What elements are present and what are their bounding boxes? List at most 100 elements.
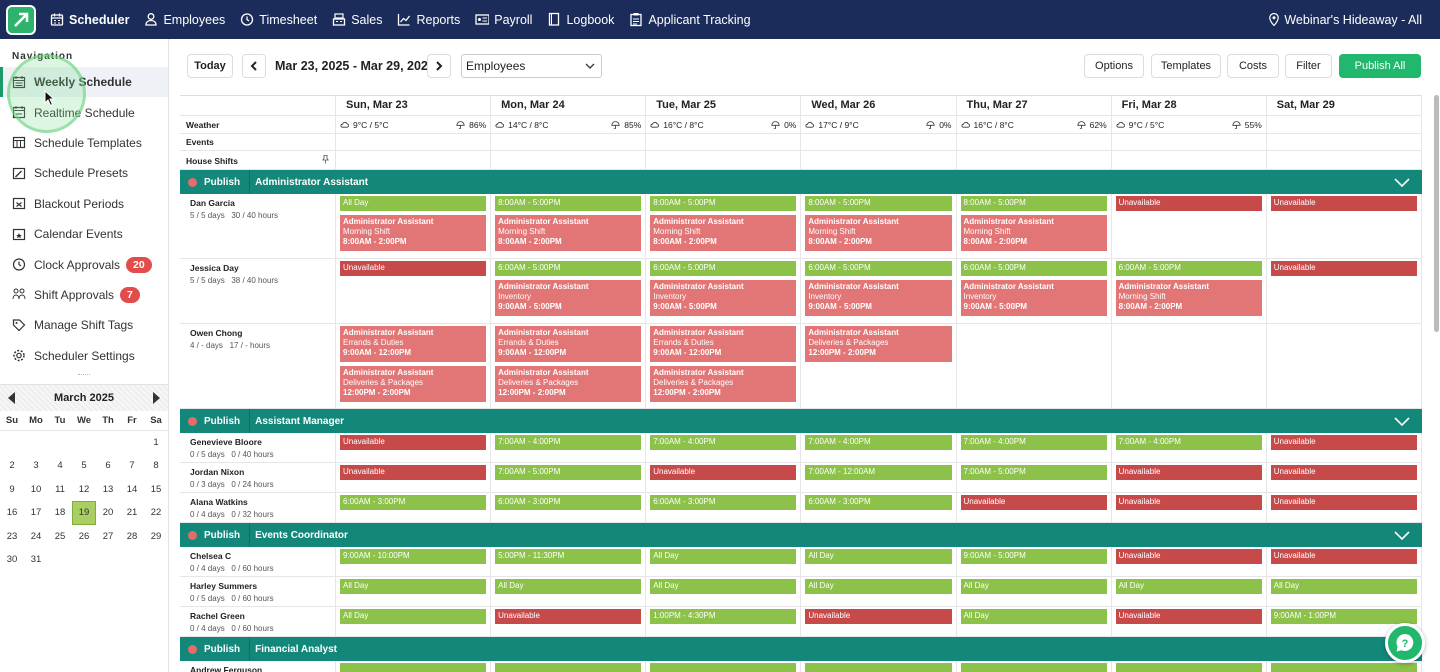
day-header[interactable]: Mon, Mar 24 [491, 96, 647, 116]
employee-cell[interactable]: Harley Summers 0 / 5 days 0 / 60 hours [180, 577, 336, 607]
shift-cell[interactable]: Unavailable [336, 433, 492, 463]
shift-cell[interactable]: Unavailable [801, 607, 957, 637]
day-header[interactable]: Tue, Mar 25 [646, 96, 802, 116]
shift-cell[interactable]: Unavailable [491, 607, 647, 637]
calendar-day[interactable]: 9 [9, 483, 15, 495]
shift-cell[interactable]: 7:00AM - 4:00PM [1111, 433, 1267, 463]
calendar-day[interactable]: 27 [102, 530, 114, 542]
shift-cell[interactable]: All Day [646, 577, 802, 607]
costs-button[interactable]: Costs [1227, 54, 1279, 78]
shift-cell[interactable]: Unavailable [1111, 493, 1267, 523]
calendar-day[interactable]: 17 [30, 507, 42, 519]
shift-cell[interactable]: Unavailable [646, 463, 802, 493]
filter-button[interactable]: Filter [1285, 54, 1332, 78]
house-shift-cell[interactable] [646, 151, 802, 170]
shift-cell[interactable]: 7:00AM - 4:00PM [491, 433, 647, 463]
nav-timesheet[interactable]: Timesheet [240, 0, 317, 39]
shift-block[interactable]: Administrator Assistant Inventory 9:00AM -… [805, 280, 952, 316]
shift-cell[interactable]: 7:00AM - 5:00PM [491, 463, 647, 493]
shift-cell[interactable]: Unavailable [1111, 194, 1267, 259]
shift-cell[interactable]: 6:00AM - 5:00PM Administrator Assistant In… [956, 259, 1112, 324]
today-button[interactable]: Today [187, 54, 233, 78]
calendar-day[interactable]: 3 [33, 460, 39, 472]
shift-cell[interactable]: 7:00AM - 4:00PM [956, 433, 1112, 463]
shift-cell[interactable]: Administrator Assistant Errands & Duties 9… [491, 324, 647, 409]
events-cell[interactable] [956, 134, 1112, 151]
nav-logbook[interactable]: Logbook [547, 0, 614, 39]
events-cell[interactable] [336, 134, 492, 151]
shift-block[interactable]: Administrator Assistant Deliveries & Pack… [495, 366, 642, 402]
calendar-day[interactable]: 30 [6, 553, 18, 565]
prev-month-button[interactable] [8, 392, 15, 404]
shift-cell[interactable]: Unavailable [1266, 259, 1422, 324]
calendar-day[interactable]: 28 [126, 530, 138, 542]
app-logo[interactable] [6, 4, 36, 35]
templates-button[interactable]: Templates [1151, 54, 1221, 78]
shift-cell[interactable]: Unavailable [1266, 547, 1422, 577]
calendar-day[interactable]: 16 [6, 507, 18, 519]
shift-cell[interactable]: All Day Administrator Assistant Morning Sh… [336, 194, 492, 259]
shift-cell[interactable]: 7:00AM - 4:00PM [801, 433, 957, 463]
pin-icon[interactable] [321, 155, 330, 166]
next-month-button[interactable] [153, 392, 160, 404]
shift-cell[interactable]: All Day [956, 577, 1112, 607]
day-header[interactable]: Thu, Mar 27 [956, 96, 1112, 116]
shift-block[interactable]: Administrator Assistant Morning Shift 8:00… [650, 215, 797, 251]
shift-cell[interactable]: All Day [646, 547, 802, 577]
shift-cell[interactable]: 5:00PM - 11:30PM [491, 547, 647, 577]
shift-block[interactable]: Administrator Assistant Deliveries & Pack… [340, 366, 487, 402]
scrollbar[interactable] [1434, 95, 1439, 332]
house-shift-cell[interactable] [1111, 151, 1267, 170]
shift-cell[interactable]: 6:00AM - 3:00PM [491, 493, 647, 523]
shift-cell[interactable]: 8:00AM - 5:00PM Administrator Assistant Mo… [491, 194, 647, 259]
shift-block[interactable]: Administrator Assistant Morning Shift 8:00… [340, 215, 487, 251]
shift-cell[interactable]: 6:00AM - 3:00PM [801, 493, 957, 523]
employee-cell[interactable]: Jordan Nixon 0 / 3 days 0 / 24 hours [180, 463, 336, 493]
shift-cell[interactable]: Administrator Assistant Errands & Duties 9… [646, 324, 802, 409]
sidebar-item-schedule-templates[interactable]: Schedule Templates [0, 128, 168, 158]
shift-cell[interactable]: 9:00AM - 5:00PM [956, 547, 1112, 577]
chevron-down-icon[interactable] [1394, 416, 1416, 426]
calendar-day[interactable]: 10 [30, 483, 42, 495]
shift-block[interactable]: Administrator Assistant Inventory 9:00AM -… [650, 280, 797, 316]
sidebar-item-clock-approvals[interactable]: Clock Approvals 20 [0, 249, 168, 279]
publish-all-button[interactable]: Publish All [1339, 54, 1421, 78]
employee-cell[interactable]: Alana Watkins 0 / 4 days 0 / 32 hours [180, 493, 336, 523]
shift-cell[interactable]: All Day [801, 577, 957, 607]
shift-block[interactable]: Administrator Assistant Morning Shift 8:00… [960, 215, 1107, 251]
location-selector[interactable]: Webinar's Hideaway - All [1269, 13, 1422, 27]
sidebar-item-blackout-periods[interactable]: Blackout Periods [0, 189, 168, 219]
calendar-day[interactable]: 29 [150, 530, 162, 542]
shift-cell[interactable]: 6:00AM - 5:00PM Administrator Assistant In… [491, 259, 647, 324]
events-cell[interactable] [801, 134, 957, 151]
shift-cell[interactable]: Unavailable [1266, 194, 1422, 259]
shift-cell[interactable]: 1:00PM - 4:30PM [646, 607, 802, 637]
publish-department-button[interactable]: Publish [188, 527, 245, 544]
calendar-day[interactable]: 7 [129, 460, 135, 472]
house-shift-cell[interactable] [956, 151, 1112, 170]
resize-handle[interactable] [78, 374, 90, 377]
shift-block[interactable]: Administrator Assistant Errands & Duties 9… [650, 326, 797, 362]
day-header[interactable]: Sun, Mar 23 [336, 96, 492, 116]
shift-block[interactable]: Administrator Assistant Morning Shift 8:00… [1115, 280, 1262, 316]
shift-cell[interactable] [956, 324, 1112, 409]
shift-block[interactable]: Administrator Assistant Morning Shift 8:00… [805, 215, 952, 251]
shift-cell[interactable]: Unavailable [1266, 463, 1422, 493]
shift-cell[interactable]: 6:00AM - 5:00PM Administrator Assistant In… [801, 259, 957, 324]
calendar-day[interactable]: 1 [153, 437, 159, 448]
calendar-day[interactable]: 24 [30, 530, 42, 542]
calendar-day[interactable]: 8 [153, 460, 159, 472]
shift-block[interactable]: Administrator Assistant Deliveries & Pack… [805, 326, 952, 362]
sidebar-item-calendar-events[interactable]: Calendar Events [0, 219, 168, 249]
shift-cell[interactable]: All Day [801, 547, 957, 577]
shift-cell[interactable]: 7:00AM - 12:00AM [801, 463, 957, 493]
calendar-day[interactable]: 13 [102, 483, 114, 495]
shift-cell[interactable]: Unavailable [1111, 607, 1267, 637]
shift-cell[interactable] [957, 661, 1112, 672]
prev-week-button[interactable] [242, 54, 266, 78]
calendar-day[interactable]: 12 [78, 483, 90, 495]
day-header[interactable]: Sat, Mar 29 [1266, 96, 1422, 116]
employee-cell[interactable]: Dan Garcia 5 / 5 days 30 / 40 hours [180, 194, 336, 259]
day-header[interactable]: Wed, Mar 26 [801, 96, 957, 116]
shift-cell[interactable]: 6:00AM - 5:00PM Administrator Assistant In… [646, 259, 802, 324]
